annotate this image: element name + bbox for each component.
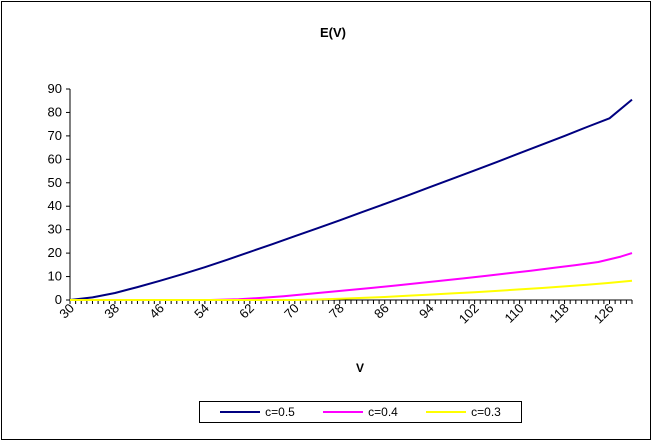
legend-label: c=0.5 — [265, 405, 295, 419]
y-tick-label: 80 — [48, 104, 62, 119]
x-tick-label: 70 — [281, 301, 302, 322]
y-tick-label: 0 — [55, 292, 62, 307]
legend-label: c=0.4 — [368, 405, 398, 419]
series-line-c=0.3 — [70, 279, 633, 301]
series-lines — [69, 98, 633, 301]
series-line-c=0.4 — [70, 252, 633, 301]
y-tick-label: 40 — [48, 198, 62, 213]
x-tick-label: 118 — [546, 301, 571, 326]
y-tick-label: 60 — [48, 151, 62, 166]
x-tick-label: 126 — [591, 301, 617, 327]
x-tick-label: 78 — [326, 301, 347, 322]
x-axis-ticks: 30 38 46 54 62 70 78 86 94 102 110 118 126 — [56, 300, 633, 327]
x-tick-label: 94 — [416, 301, 437, 322]
x-tick-label: 102 — [456, 301, 482, 327]
legend-item: c=0.4 — [323, 405, 398, 419]
plot-area: 0 10 20 30 40 50 60 70 80 90 30 38 46 54 62 70 78 86 94 10… — [48, 81, 633, 327]
y-tick-label: 90 — [48, 81, 62, 96]
x-tick-label: 54 — [191, 301, 212, 322]
y-tick-label: 10 — [48, 269, 62, 284]
legend-item: c=0.5 — [220, 405, 295, 419]
legend-item: c=0.3 — [426, 405, 501, 419]
legend-swatch — [220, 411, 261, 413]
chart-title: E(V) — [320, 25, 346, 40]
series-line-c=0.5 — [69, 98, 633, 301]
legend-swatch — [426, 411, 467, 413]
y-axis-ticks: 0 10 20 30 40 50 60 70 80 90 — [48, 81, 70, 307]
x-tick-label: 110 — [501, 301, 526, 326]
legend-label: c=0.3 — [471, 405, 501, 419]
y-tick-label: 50 — [48, 175, 62, 190]
legend-swatch — [323, 411, 364, 413]
y-tick-label: 70 — [48, 128, 62, 143]
y-tick-label: 20 — [48, 245, 62, 260]
x-axis-title: V — [356, 361, 364, 375]
y-tick-label: 30 — [48, 222, 62, 237]
legend: c=0.5 c=0.4 c=0.3 — [199, 401, 522, 423]
x-tick-label: 38 — [101, 301, 122, 322]
x-tick-label: 86 — [371, 301, 392, 322]
x-tick-label: 46 — [146, 301, 167, 322]
x-tick-label: 62 — [236, 301, 257, 322]
